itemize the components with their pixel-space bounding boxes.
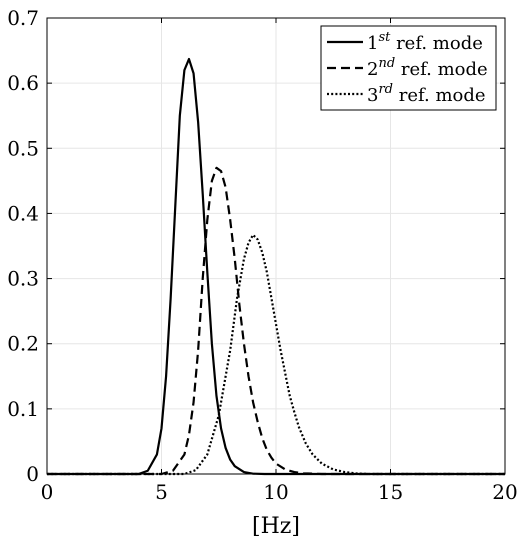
series-line-3 — [47, 233, 505, 476]
legend-label-base: 1 — [367, 33, 378, 54]
legend-label-rest: ref. mode — [395, 59, 488, 80]
legend-label-base: 2 — [367, 59, 378, 80]
y-tick-label: 0.6 — [7, 71, 39, 95]
legend-label-3: 3rd ref. mode — [367, 82, 486, 106]
y-tick-label: 0.5 — [7, 136, 39, 160]
legend-label-rest: ref. mode — [390, 33, 483, 54]
y-tick-label: 0.2 — [7, 332, 39, 356]
x-tick-label: 0 — [41, 480, 54, 504]
legend-label-2: 2nd ref. mode — [367, 56, 488, 80]
tick-labels: 0 5 10 15 20 0 0.1 0.2 0.3 0.4 0.5 0.6 0.7 — [7, 6, 518, 504]
ticks — [46, 17, 506, 475]
x-tick-label: 20 — [492, 480, 517, 504]
y-tick-label: 0.3 — [7, 267, 39, 291]
series-line-1 — [47, 57, 505, 476]
y-tick-label: 0 — [26, 462, 39, 486]
y-tick-label: 0.7 — [7, 6, 39, 30]
x-tick-label: 10 — [263, 480, 288, 504]
legend-label-superscript: rd — [378, 82, 393, 97]
legend-label-superscript: st — [378, 30, 391, 45]
legend-label-rest: ref. mode — [393, 85, 486, 106]
legend-label-superscript: nd — [378, 56, 395, 71]
series-line-2 — [47, 166, 505, 476]
y-tick-label: 0.1 — [7, 397, 39, 421]
legend-box — [320, 25, 497, 111]
x-axis-label: [Hz] — [252, 514, 300, 539]
legend-label-1: 1st ref. mode — [367, 30, 483, 54]
y-tick-label: 0.4 — [7, 201, 39, 225]
legend-label-base: 3 — [367, 85, 378, 106]
series-group — [47, 57, 505, 476]
x-tick-label: 15 — [378, 480, 403, 504]
x-tick-label: 5 — [155, 480, 168, 504]
